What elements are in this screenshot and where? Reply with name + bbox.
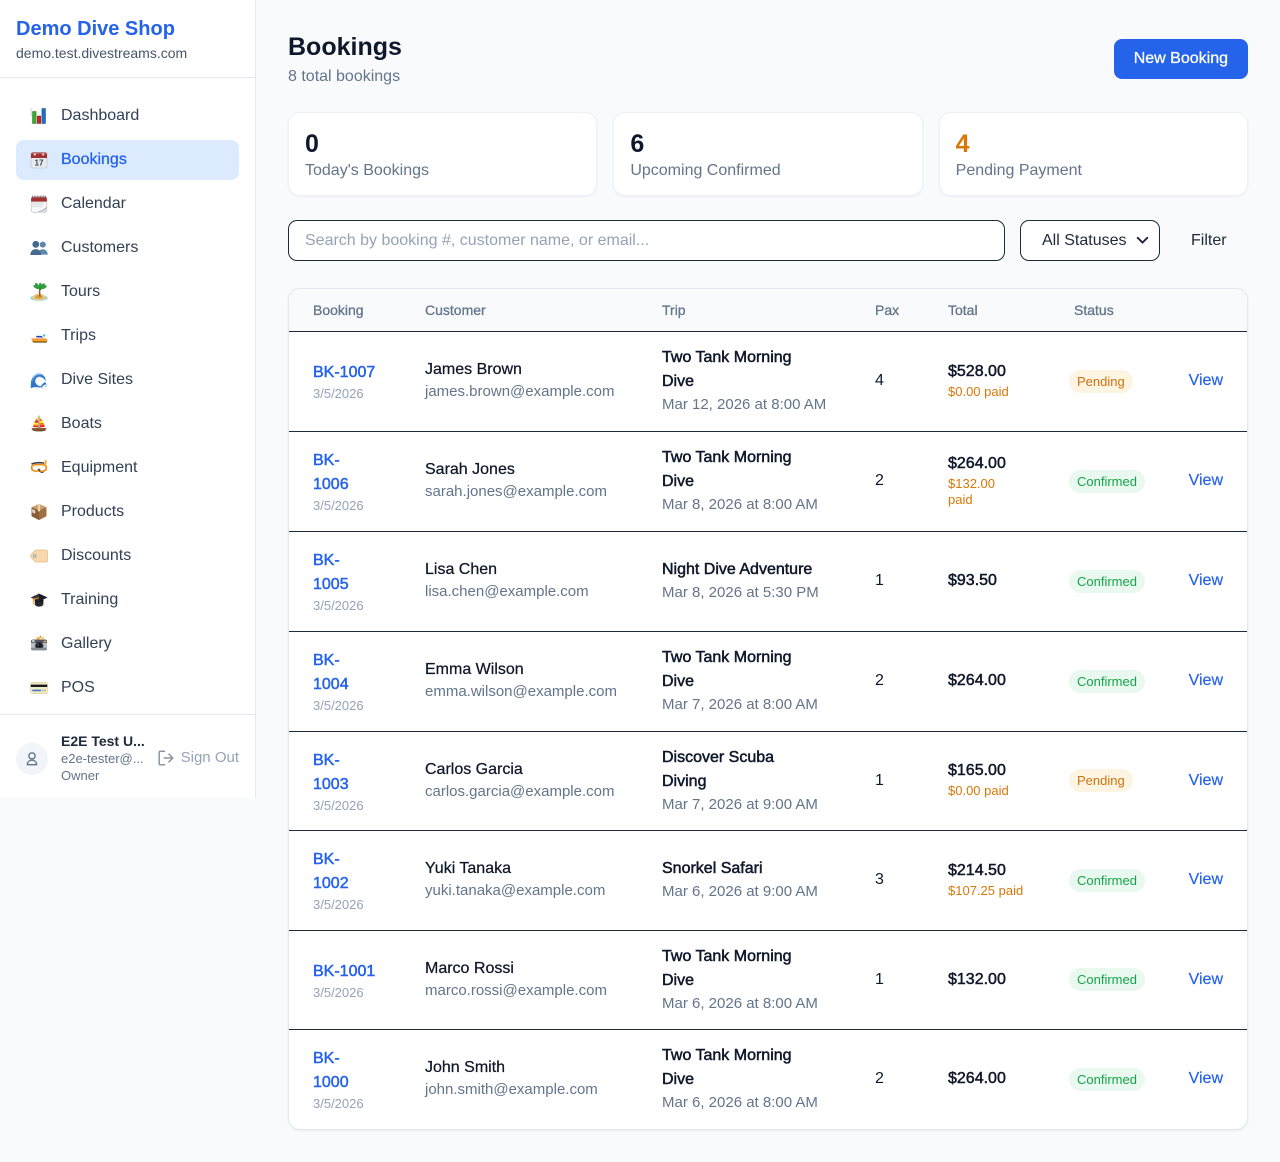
svg-text:17: 17 [34, 159, 44, 168]
